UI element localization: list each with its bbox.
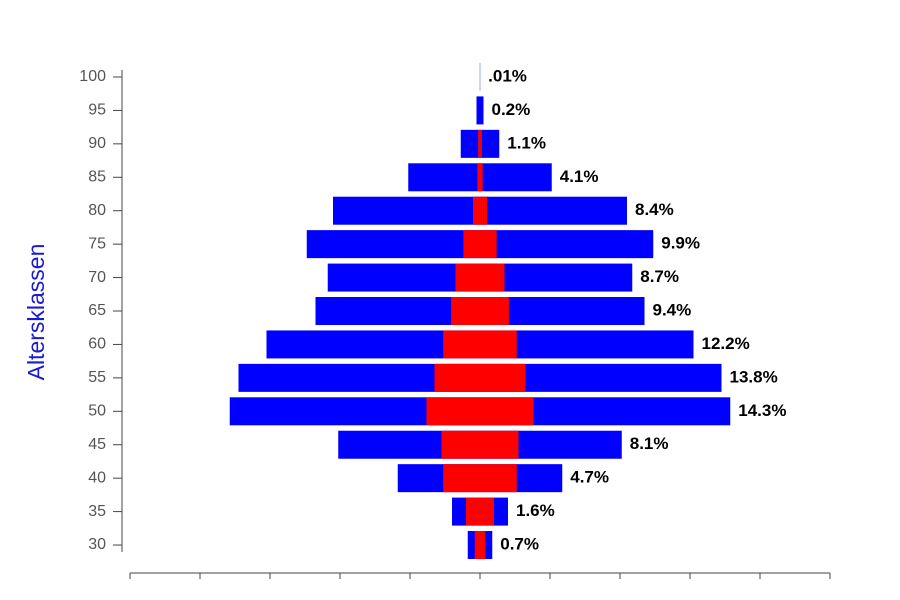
data-label: 0.2% [492, 100, 531, 119]
data-label: 8.1% [630, 434, 669, 453]
data-label: 4.1% [560, 167, 599, 186]
inner-bar [441, 430, 519, 459]
inner-bar [451, 297, 509, 326]
inner-bar [466, 497, 494, 526]
y-tick-label: 45 [88, 436, 106, 453]
bar [476, 96, 484, 125]
y-tick-label: 30 [88, 536, 106, 553]
inner-bar [455, 263, 505, 292]
data-label: 12.2% [702, 334, 750, 353]
y-tick-label: 75 [88, 235, 106, 252]
y-tick-label: 60 [88, 336, 106, 353]
data-label: 13.8% [730, 367, 778, 386]
y-tick-label: 100 [79, 68, 106, 85]
y-axis-label: Altersklassen [23, 244, 49, 381]
y-tick-label: 65 [88, 302, 106, 319]
y-tick-label: 95 [88, 102, 106, 119]
inner-bar [426, 397, 534, 426]
y-tick-label: 40 [88, 469, 106, 486]
inner-bar [478, 129, 482, 158]
data-label: 8.4% [635, 200, 674, 219]
y-tick-label: 70 [88, 269, 106, 286]
inner-bar [473, 196, 487, 225]
y-tick-label: 35 [88, 503, 106, 520]
y-tick-label: 50 [88, 403, 106, 420]
data-label: .01% [488, 66, 527, 85]
inner-bar [443, 464, 517, 493]
data-label: 1.1% [507, 133, 546, 152]
inner-bar [434, 363, 526, 392]
data-label: 4.7% [570, 468, 609, 487]
y-tick-label: 85 [88, 168, 106, 185]
y-tick-label: 55 [88, 369, 106, 386]
y-tick-label: 90 [88, 135, 106, 152]
data-label: 14.3% [738, 401, 786, 420]
inner-bar [443, 330, 517, 359]
inner-bar [474, 531, 486, 560]
data-label: 8.7% [640, 267, 679, 286]
data-label: 9.4% [653, 300, 692, 319]
inner-bar [463, 230, 497, 259]
data-label: 0.7% [500, 535, 539, 554]
data-label: 1.6% [516, 501, 555, 520]
data-label: 9.9% [661, 234, 700, 253]
y-tick-label: 80 [88, 202, 106, 219]
inner-bar [477, 163, 483, 192]
